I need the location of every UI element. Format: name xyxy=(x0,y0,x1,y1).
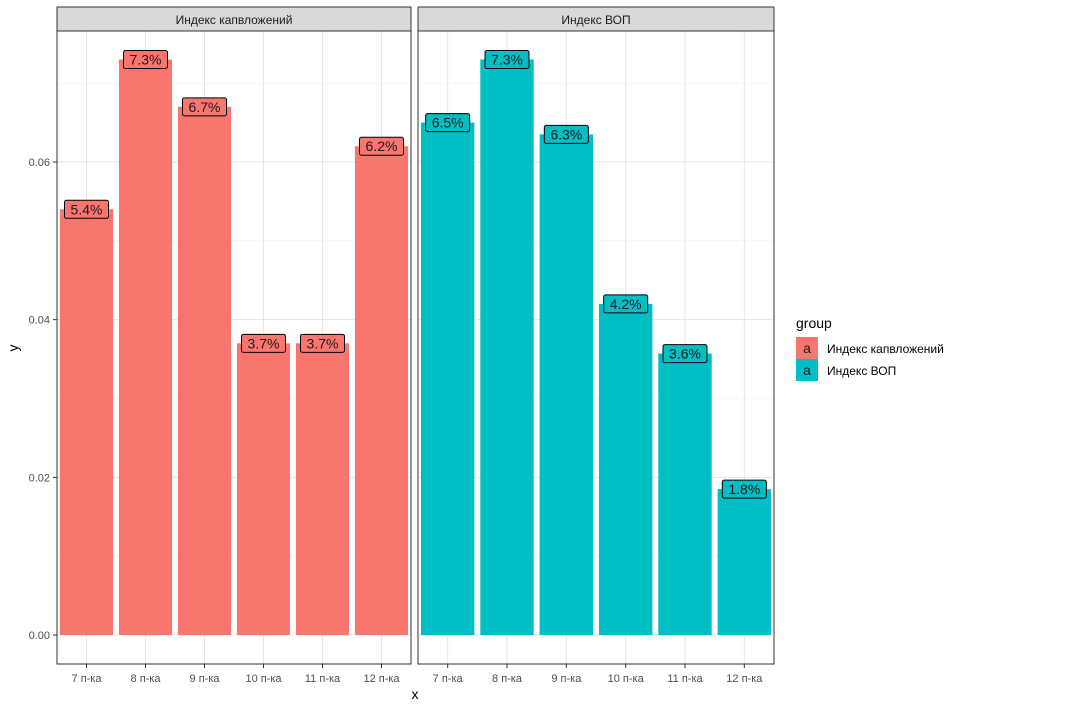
y-axis: 0.00 0.02 0.04 0.06 xyxy=(29,157,57,642)
bar xyxy=(480,59,534,636)
legend-item: a Индекс ВОП xyxy=(796,359,896,381)
label-background xyxy=(182,97,227,117)
panel-border xyxy=(417,30,775,665)
data-label: 7.3% xyxy=(130,52,162,68)
bar xyxy=(420,122,475,636)
x-axis-ticks: 7 п-ка 8 п-ка 9 п-ка 10 п-ка 11 п-ка 12 п-ка xyxy=(72,664,400,685)
facet-strip-label: Индекс ВОП xyxy=(561,13,630,27)
data-label: 6.7% xyxy=(189,99,221,115)
x-tick-label: 12 п-ка xyxy=(726,673,763,685)
data-label-box: 4.2% xyxy=(603,294,649,314)
label-background xyxy=(603,294,649,314)
x-tick-label: 9 п-ка xyxy=(551,673,582,685)
facet-strip xyxy=(56,6,412,32)
x-tick-label: 10 п-ка xyxy=(245,673,282,685)
data-label: 5.4% xyxy=(71,201,103,217)
data-label-box: 7.3% xyxy=(484,50,530,70)
data-label: 3.7% xyxy=(307,335,339,351)
legend-label: Индекс капвложений xyxy=(827,342,944,356)
bar xyxy=(658,353,712,635)
data-label: 4.2% xyxy=(610,296,642,312)
data-label-box: 3.6% xyxy=(662,344,708,364)
data-label-box: 3.7% xyxy=(300,333,345,353)
x-tick-label: 11 п-ка xyxy=(305,673,341,685)
data-label: 6.3% xyxy=(550,126,582,142)
x-axis-title: x xyxy=(412,686,419,702)
data-label: 6.5% xyxy=(432,115,464,131)
bar xyxy=(236,343,291,635)
bar xyxy=(598,303,653,635)
x-tick-label: 9 п-ка xyxy=(190,673,221,685)
bar xyxy=(295,343,350,635)
label-background xyxy=(359,136,404,156)
panel-bars xyxy=(420,59,772,636)
y-tick-label: 0.06 xyxy=(29,157,50,169)
label-background xyxy=(64,199,109,219)
data-label-box: 3.7% xyxy=(241,333,286,353)
facet-panel-vop: Индекс ВОП 6.5% 7.3% 6.3% 4.2% 3.6% 1.8% 7 п-… xyxy=(417,6,775,685)
data-label-box: 6.5% xyxy=(425,113,471,133)
y-tick-label: 0.00 xyxy=(29,630,50,642)
x-tick-label: 8 п-ка xyxy=(131,673,162,685)
label-background xyxy=(123,50,168,70)
panel-bars xyxy=(59,59,409,636)
label-background xyxy=(662,344,708,364)
legend-label: Индекс ВОП xyxy=(827,364,896,378)
x-tick-label: 7 п-ка xyxy=(72,673,103,685)
x-tick-label: 7 п-ка xyxy=(433,673,464,685)
label-background xyxy=(721,479,767,499)
x-axis-ticks: 7 п-ка 8 п-ка 9 п-ка 10 п-ка 11 п-ка 12 п-ка xyxy=(433,664,763,685)
panel-data-labels: 6.5% 7.3% 6.3% 4.2% 3.6% 1.8% xyxy=(425,50,767,499)
bar xyxy=(118,59,173,636)
legend-key xyxy=(796,337,818,359)
label-background xyxy=(425,113,471,133)
legend-key xyxy=(796,359,818,381)
facet-strip xyxy=(417,6,775,32)
data-label: 6.2% xyxy=(366,138,398,154)
legend-key-glyph: a xyxy=(803,340,811,356)
legend-key-glyph: a xyxy=(803,362,811,378)
data-label: 7.3% xyxy=(491,52,523,68)
y-tick-label: 0.04 xyxy=(29,315,50,327)
x-tick-label: 8 п-ка xyxy=(492,673,523,685)
legend-title: group xyxy=(796,315,832,331)
data-label-box: 5.4% xyxy=(64,199,109,219)
panel-border xyxy=(56,30,412,665)
label-background xyxy=(300,333,345,353)
data-label-box: 6.2% xyxy=(359,136,404,156)
data-label-box: 1.8% xyxy=(721,479,767,499)
x-tick-label: 12 п-ка xyxy=(363,673,400,685)
legend-item: a Индекс капвложений xyxy=(796,337,944,359)
data-label: 3.6% xyxy=(669,346,701,362)
bar xyxy=(717,489,772,635)
facet-panel-capital: Индекс капвложений 5.4% 7.3% 6.7% 3.7% 3.7% 6… xyxy=(56,6,412,685)
bar xyxy=(539,134,594,636)
panel-data-labels: 5.4% 7.3% 6.7% 3.7% 3.7% 6.2% xyxy=(64,50,404,353)
bar xyxy=(59,209,114,636)
legend: group a Индекс капвложений a Индекс ВОП xyxy=(796,315,944,381)
data-label-box: 6.3% xyxy=(543,124,589,144)
label-background xyxy=(241,333,286,353)
label-background xyxy=(543,124,589,144)
bar xyxy=(177,106,232,636)
data-label-box: 6.7% xyxy=(182,97,227,117)
facet-strip-label: Индекс капвложений xyxy=(176,13,293,27)
data-label-box: 7.3% xyxy=(123,50,168,70)
y-axis-title: y xyxy=(5,345,21,352)
y-tick-label: 0.02 xyxy=(29,472,50,484)
data-label: 3.7% xyxy=(248,335,280,351)
label-background xyxy=(484,50,530,70)
data-label: 1.8% xyxy=(728,481,760,497)
x-tick-label: 11 п-ка xyxy=(667,673,703,685)
bar xyxy=(354,146,409,635)
x-tick-label: 10 п-ка xyxy=(608,673,645,685)
